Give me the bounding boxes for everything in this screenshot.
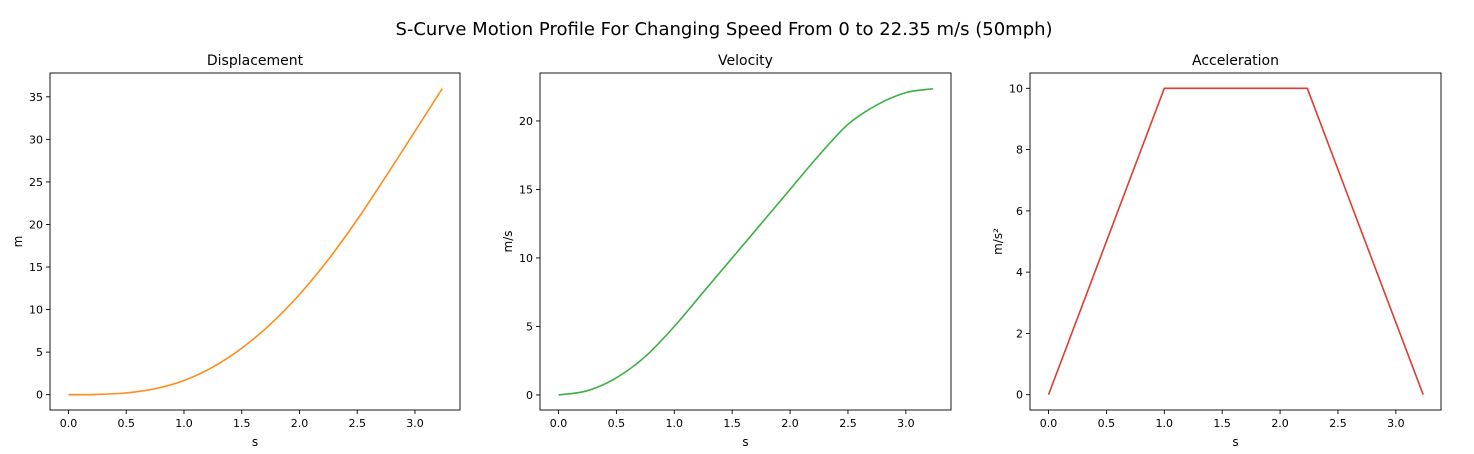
velocity-xtick-label: 1.5	[723, 417, 741, 430]
acceleration-xtick-label: 0.0	[1040, 417, 1058, 430]
acceleration-xtick-label: 3.0	[1387, 417, 1405, 430]
displacement-ytick-label: 0	[36, 389, 43, 402]
displacement-xtick-label: 0.5	[117, 417, 135, 430]
velocity-title: Velocity	[718, 53, 773, 69]
displacement-xtick-label: 2.0	[291, 417, 309, 430]
velocity-ytick-label: 20	[519, 115, 533, 128]
acceleration-ytick-label: 8	[1016, 144, 1023, 157]
acceleration-xlabel: s	[1232, 435, 1238, 449]
acceleration-ytick-label: 2	[1016, 327, 1023, 340]
acceleration-series-line	[1047, 87, 1424, 395]
velocity-ytick-label: 15	[519, 183, 533, 196]
displacement-ylabel: m	[11, 236, 25, 248]
displacement-ytick-label: 30	[29, 133, 43, 146]
displacement-xlabel: s	[252, 435, 258, 449]
displacement-xtick-label: 1.5	[233, 417, 251, 430]
displacement-ytick-label: 15	[29, 261, 43, 274]
displacement-axes-frame	[49, 72, 461, 411]
displacement-ytick-label: 5	[36, 346, 43, 359]
displacement-ytick-label: 20	[29, 218, 43, 231]
velocity-series-line	[558, 87, 934, 396]
velocity-ytick-label: 5	[526, 320, 533, 333]
velocity-xtick-label: 0.0	[550, 417, 568, 430]
acceleration-xtick-label: 0.5	[1098, 417, 1116, 430]
acceleration-xtick-label: 1.5	[1213, 417, 1231, 430]
acceleration-ytick-label: 0	[1016, 389, 1023, 402]
acceleration-xtick-label: 1.0	[1156, 417, 1174, 430]
displacement-xtick-label: 1.0	[175, 417, 193, 430]
velocity-xtick-label: 1.0	[666, 417, 684, 430]
displacement-ytick-label: 10	[29, 304, 43, 317]
velocity-xtick-label: 0.5	[608, 417, 626, 430]
velocity-xtick-label: 3.0	[897, 417, 915, 430]
acceleration-ytick-label: 10	[1009, 82, 1023, 95]
acceleration-ytick-label: 6	[1016, 205, 1023, 218]
acceleration-axes-frame	[1029, 72, 1442, 411]
acceleration-ytick-label: 4	[1016, 266, 1023, 279]
velocity-ytick-label: 0	[526, 389, 533, 402]
displacement-xtick-label: 2.5	[348, 417, 366, 430]
acceleration-panel: Acceleration 0.0 0.5 1.0 1.5 2.0 2.5 3.0 0 2 4 6 8 10…	[991, 53, 1442, 449]
velocity-panel: Velocity 0.0 0.5 1.0 1.5 2.0 2.5 3.0 0 5 10 15 20 s m/…	[501, 53, 952, 449]
subplots: Displacement 0.0 0.5 1.0 1.5 2.0 2.5 3.0 0 5 10 15 2…	[11, 53, 1442, 449]
displacement-ytick-label: 25	[29, 176, 43, 189]
acceleration-title: Acceleration	[1192, 53, 1279, 69]
displacement-title: Displacement	[207, 53, 304, 69]
velocity-axes-frame	[539, 72, 952, 411]
acceleration-xtick-label: 2.5	[1329, 417, 1347, 430]
velocity-ytick-label: 10	[519, 252, 533, 265]
acceleration-xtick-label: 2.0	[1271, 417, 1289, 430]
velocity-xtick-label: 2.0	[781, 417, 799, 430]
velocity-ylabel: m/s	[501, 231, 515, 253]
acceleration-ylabel: m/s²	[991, 228, 1005, 255]
displacement-ytick-label: 35	[29, 91, 43, 104]
displacement-series-line	[68, 88, 443, 396]
displacement-panel: Displacement 0.0 0.5 1.0 1.5 2.0 2.5 3.0 0 5 10 15 2…	[11, 53, 461, 449]
displacement-xtick-label: 3.0	[406, 417, 424, 430]
velocity-xtick-label: 2.5	[839, 417, 857, 430]
figure-title: S-Curve Motion Profile For Changing Spee…	[395, 19, 1052, 40]
displacement-xtick-label: 0.0	[60, 417, 78, 430]
velocity-xlabel: s	[742, 435, 748, 449]
